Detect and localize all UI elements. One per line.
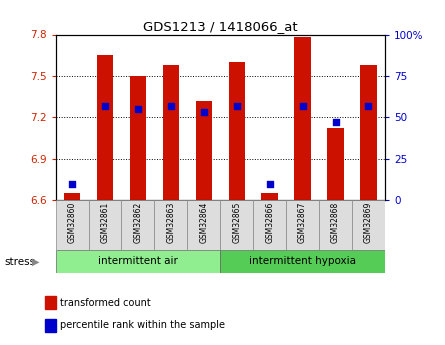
Bar — [154, 200, 187, 250]
Text: GSM32868: GSM32868 — [331, 201, 340, 243]
Point — [101, 103, 109, 108]
Point — [69, 181, 76, 186]
Text: intermittent air: intermittent air — [98, 256, 178, 266]
Bar — [196, 101, 212, 200]
Text: intermittent hypoxia: intermittent hypoxia — [249, 256, 356, 266]
Bar — [130, 76, 146, 200]
Bar — [64, 193, 81, 200]
Bar — [295, 37, 311, 200]
Point — [167, 103, 174, 108]
Point — [266, 181, 273, 186]
Text: GSM32867: GSM32867 — [298, 201, 307, 243]
Bar — [56, 250, 220, 273]
Bar — [97, 55, 113, 200]
Bar — [286, 200, 319, 250]
Point — [365, 103, 372, 108]
Title: GDS1213 / 1418066_at: GDS1213 / 1418066_at — [143, 20, 298, 33]
Bar — [187, 200, 220, 250]
Point — [200, 110, 207, 115]
Bar — [262, 193, 278, 200]
Text: GSM32863: GSM32863 — [166, 201, 175, 243]
Text: GSM32869: GSM32869 — [364, 201, 373, 243]
Bar — [328, 128, 344, 200]
Text: GSM32864: GSM32864 — [199, 201, 208, 243]
Text: transformed count: transformed count — [60, 298, 151, 308]
Text: GSM32861: GSM32861 — [101, 201, 109, 243]
Bar — [220, 200, 253, 250]
Point — [299, 103, 306, 108]
Bar — [220, 250, 385, 273]
Bar — [229, 62, 245, 200]
Bar — [89, 200, 121, 250]
Text: percentile rank within the sample: percentile rank within the sample — [60, 321, 225, 330]
Text: GSM32862: GSM32862 — [134, 201, 142, 243]
Point — [134, 106, 142, 112]
Bar — [253, 200, 286, 250]
Bar — [163, 65, 179, 200]
Text: GSM32866: GSM32866 — [265, 201, 274, 243]
Point — [233, 103, 240, 108]
Text: GSM32865: GSM32865 — [232, 201, 241, 243]
Bar — [319, 200, 352, 250]
Bar — [121, 200, 154, 250]
Bar — [360, 65, 377, 200]
Point — [332, 119, 339, 125]
Text: GSM32860: GSM32860 — [68, 201, 77, 243]
Text: ▶: ▶ — [32, 257, 40, 266]
Bar — [56, 200, 89, 250]
Text: stress: stress — [4, 257, 36, 266]
Bar — [352, 200, 385, 250]
